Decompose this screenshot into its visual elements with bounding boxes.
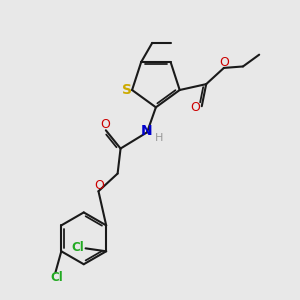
- Text: Cl: Cl: [50, 271, 63, 284]
- Text: O: O: [220, 56, 230, 69]
- Text: O: O: [100, 118, 110, 131]
- Text: S: S: [122, 83, 132, 97]
- Text: H: H: [155, 133, 164, 142]
- Text: O: O: [94, 179, 104, 192]
- Text: N: N: [141, 124, 152, 138]
- Text: O: O: [190, 101, 200, 114]
- Text: Cl: Cl: [71, 241, 84, 254]
